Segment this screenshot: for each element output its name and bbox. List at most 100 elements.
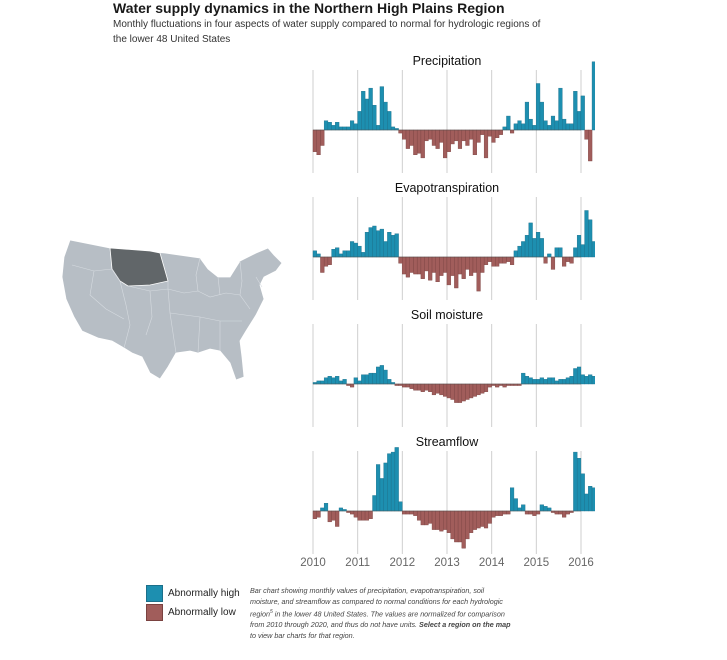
bar-high xyxy=(383,462,388,512)
bar-high xyxy=(517,245,522,258)
footnote-marker[interactable]: 5 xyxy=(269,609,273,615)
bar-high xyxy=(379,478,384,512)
bar-low xyxy=(543,256,548,264)
bar-low xyxy=(487,383,492,388)
bar-low xyxy=(435,383,440,394)
x-tick-label: 2015 xyxy=(524,557,550,569)
legend-swatch-high xyxy=(146,585,163,602)
bar-high xyxy=(387,111,392,131)
bar-high xyxy=(316,253,321,258)
bar-low xyxy=(420,256,425,279)
bar-high xyxy=(528,377,533,385)
bar-high xyxy=(357,380,362,385)
bar-low xyxy=(450,383,455,400)
bar-high xyxy=(312,250,317,258)
bar-low xyxy=(450,256,455,276)
bar-high xyxy=(357,245,362,258)
bar-high xyxy=(591,61,595,131)
bar-low xyxy=(472,383,477,397)
bar-chart-panel: Precipitation Evapotranspiration Soil mois… xyxy=(300,54,595,569)
bar-high xyxy=(573,91,578,131)
bar-low xyxy=(454,129,459,142)
bar-high xyxy=(543,379,548,385)
bar-high xyxy=(342,250,347,258)
bar-low xyxy=(361,510,366,521)
bar-high xyxy=(588,219,593,258)
bar-high xyxy=(521,123,526,131)
bar-high xyxy=(394,447,399,512)
bar-high xyxy=(573,451,578,512)
map-region-borders xyxy=(71,257,263,354)
bar-high xyxy=(379,228,384,258)
us-map[interactable] xyxy=(50,225,290,390)
bar-high xyxy=(376,125,381,131)
bar-low xyxy=(420,510,425,526)
bar-high xyxy=(364,231,370,258)
bar-high xyxy=(576,366,582,385)
bar-high xyxy=(573,247,578,258)
bar-high xyxy=(558,379,563,385)
bar-low xyxy=(428,383,433,392)
bar-low xyxy=(364,510,370,521)
bar-low xyxy=(584,129,589,140)
bar-low xyxy=(588,129,593,162)
bar-high xyxy=(591,487,595,512)
bar-low xyxy=(536,510,541,515)
bar-low xyxy=(562,510,567,518)
bar-high xyxy=(521,241,526,258)
bar-high xyxy=(509,487,515,512)
bar-high xyxy=(353,242,358,258)
bar-high xyxy=(394,233,399,258)
bar-high xyxy=(588,486,593,512)
bar-low xyxy=(413,383,418,391)
bar-low xyxy=(498,256,503,264)
map-region-lower-48[interactable] xyxy=(61,239,283,381)
bar-low xyxy=(431,256,436,273)
bar-low xyxy=(487,256,492,262)
bar-low xyxy=(320,256,325,273)
bar-high xyxy=(390,126,396,131)
bar-high xyxy=(573,368,578,385)
bar-low xyxy=(465,129,470,146)
bar-low xyxy=(409,256,414,273)
bar-low xyxy=(439,129,444,143)
bar-high xyxy=(379,365,384,385)
bar-high xyxy=(387,231,392,258)
bar-high xyxy=(346,250,351,258)
bar-low xyxy=(353,510,358,518)
bar-high xyxy=(398,501,403,512)
bar-high xyxy=(353,123,358,131)
bar-low xyxy=(550,256,556,270)
chart-description: Bar chart showing monthly values of prec… xyxy=(250,586,511,641)
x-tick-label: 2016 xyxy=(568,557,594,569)
bar-high xyxy=(565,123,570,131)
bar-high xyxy=(383,369,388,385)
bar-low xyxy=(435,510,440,530)
bar-low xyxy=(487,129,492,137)
bar-high xyxy=(565,377,570,385)
bar-high xyxy=(543,506,548,512)
bar-high xyxy=(517,507,522,512)
bar-low xyxy=(431,383,436,396)
bar-high xyxy=(591,376,595,385)
bar-low xyxy=(469,510,474,533)
bar-high xyxy=(547,125,552,131)
bar-low xyxy=(495,256,500,267)
legend-swatch-low xyxy=(146,604,163,621)
bar-high xyxy=(342,126,347,131)
bar-low xyxy=(480,129,485,135)
x-tick-label: 2013 xyxy=(434,557,460,569)
bar-low xyxy=(469,383,474,399)
bar-low xyxy=(457,510,463,543)
bar-low xyxy=(480,383,485,394)
bar-low xyxy=(528,510,533,515)
bar-high xyxy=(368,372,373,385)
bar-high xyxy=(569,123,574,131)
bar-low xyxy=(405,383,410,388)
bar-high xyxy=(576,111,582,131)
bar-low xyxy=(465,510,470,540)
bar-high xyxy=(335,247,340,258)
bar-low xyxy=(476,383,481,396)
bar-low xyxy=(413,129,418,155)
bar-high xyxy=(532,379,537,385)
